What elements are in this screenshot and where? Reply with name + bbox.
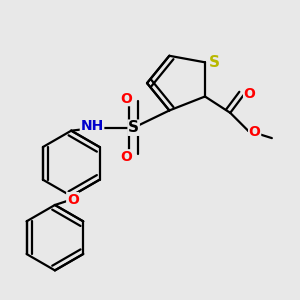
Text: O: O	[249, 125, 261, 139]
Text: O: O	[67, 193, 79, 207]
Text: S: S	[128, 120, 139, 135]
Text: S: S	[209, 55, 220, 70]
Text: O: O	[244, 86, 256, 100]
Text: O: O	[120, 150, 132, 164]
Text: NH: NH	[80, 119, 104, 133]
Text: O: O	[120, 92, 132, 106]
